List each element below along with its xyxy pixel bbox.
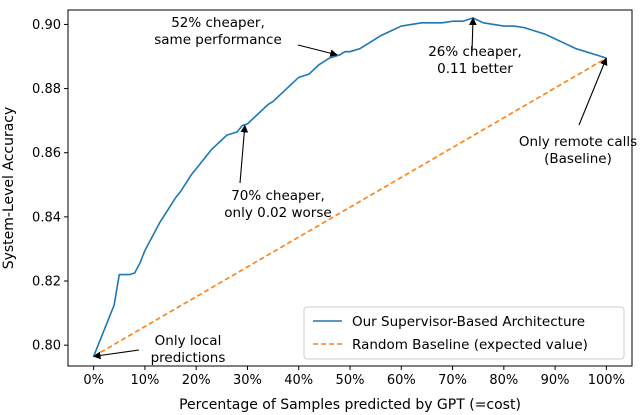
- series-line-supervisor: [92, 17, 607, 357]
- annotation-remote: Only remote calls(Baseline): [519, 57, 637, 167]
- x-tick-label: 80%: [489, 373, 518, 388]
- annotation-26pct-text: 26% cheaper,: [428, 44, 522, 60]
- annotation-remote-arrow: [578, 57, 608, 126]
- annotation-52pct-arrow: [297, 44, 338, 57]
- x-tick-label: 90%: [541, 373, 570, 388]
- y-axis-ticks: 0.80 0.82 0.84 0.86 0.88 0.90: [32, 18, 68, 354]
- annotation-26pct-arrow: [468, 17, 477, 53]
- legend-label-random-baseline: Random Baseline (expected value): [352, 337, 588, 353]
- annotation-26pct: 26% cheaper,0.11 better: [428, 17, 522, 77]
- annotation-local-text: Only local: [155, 333, 222, 349]
- legend: Our Supervisor-Based Architecture Random…: [303, 306, 625, 360]
- annotation-local-text: predictions: [151, 350, 226, 366]
- annotation-52pct-text: same performance: [154, 32, 282, 48]
- annotation-local-arrow: [92, 349, 140, 360]
- series-layer: [92, 17, 607, 358]
- y-tick-label: 0.80: [32, 339, 61, 354]
- annotation-remote-text: Only remote calls: [519, 134, 637, 150]
- y-tick-label: 0.90: [32, 18, 61, 33]
- legend-label-supervisor: Our Supervisor-Based Architecture: [352, 314, 585, 330]
- x-tick-label: 0%: [83, 373, 104, 388]
- x-tick-label: 100%: [588, 373, 625, 388]
- y-axis-label: System-Level Accuracy: [1, 107, 17, 270]
- annotation-70pct-text: 70% cheaper,: [231, 188, 325, 204]
- x-axis-ticks: 0% 10% 20% 30% 40% 50% 60% 70% 80% 90% 100%: [83, 366, 625, 388]
- x-tick-label: 30%: [233, 373, 262, 388]
- x-tick-label: 60%: [387, 373, 416, 388]
- annotation-70pct: 70% cheaper,only 0.02 worse: [224, 124, 332, 221]
- annotation-70pct-text: only 0.02 worse: [224, 205, 331, 221]
- annotation-52pct: 52% cheaper,same performance: [154, 15, 338, 57]
- x-tick-label: 70%: [438, 373, 467, 388]
- annotation-layer: 52% cheaper,same performance 26% cheaper,…: [92, 15, 637, 366]
- x-tick-label: 10%: [130, 373, 159, 388]
- legend-box: [303, 306, 625, 360]
- y-tick-label: 0.88: [32, 82, 61, 97]
- series-line-random-baseline: [93, 57, 607, 358]
- annotation-remote-text: (Baseline): [544, 151, 612, 167]
- y-tick-label: 0.86: [32, 146, 61, 161]
- x-tick-label: 50%: [336, 373, 365, 388]
- y-tick-label: 0.84: [32, 210, 61, 225]
- annotation-52pct-text: 52% cheaper,: [171, 15, 265, 31]
- x-tick-label: 20%: [182, 373, 211, 388]
- annotation-70pct-arrow: [239, 124, 249, 184]
- x-tick-label: 40%: [284, 373, 313, 388]
- y-tick-label: 0.82: [32, 275, 61, 290]
- annotation-26pct-text: 0.11 better: [437, 61, 513, 77]
- x-axis-label: Percentage of Samples predicted by GPT (…: [179, 397, 521, 413]
